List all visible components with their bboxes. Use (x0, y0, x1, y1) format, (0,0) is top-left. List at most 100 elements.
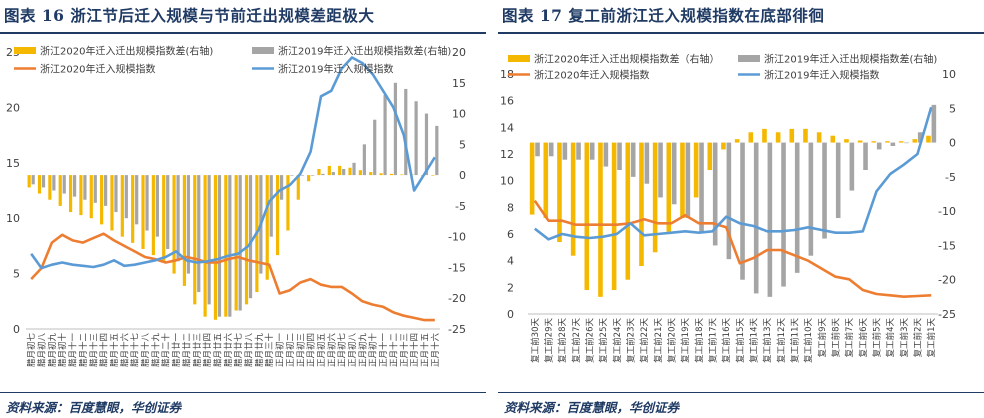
bar (844, 139, 849, 143)
x-tick-label: 复工前22天 (639, 318, 650, 363)
y-left-tick-label: 10 (6, 212, 20, 225)
bar (166, 175, 170, 249)
legend-label: 浙江2020年迁入迁出规模指数差(右轴) (40, 45, 213, 58)
legend-item: 浙江2019年迁入迁出规模指数差(右轴) (738, 53, 937, 66)
bar (400, 174, 404, 176)
bar (639, 142, 644, 266)
y-left-tick-label: 10 (500, 175, 514, 188)
legend-label: 浙江2019年迁入迁出规模指数差(右轴) (764, 53, 937, 66)
x-tick-label: 复工前1天 (926, 318, 937, 358)
x-tick-label: 正月初八 (347, 333, 358, 368)
x-tick-label: 腊月十八 (140, 333, 151, 368)
x-tick-label: 腊月廿一 (171, 333, 182, 368)
bar (562, 142, 568, 160)
bar-series-2019 (535, 104, 937, 297)
bar (685, 142, 691, 218)
bar (557, 142, 562, 242)
bar (135, 175, 139, 225)
bar (162, 175, 166, 262)
x-tick-label: 复工前26天 (585, 318, 596, 363)
bar (182, 175, 187, 286)
bar (389, 173, 394, 176)
x-tick-label: 复工前17天 (708, 318, 719, 363)
bar (863, 142, 868, 170)
bar (721, 142, 726, 150)
title-divider (0, 32, 486, 34)
x-tick-label: 正月十二 (388, 333, 399, 368)
x-tick-label: 复工前19天 (680, 318, 691, 363)
x-tick-label: 正月十四 (409, 333, 420, 367)
bar (393, 82, 398, 176)
bar (404, 88, 408, 176)
bar (734, 139, 740, 143)
bar (699, 142, 704, 232)
x-tick-label: 复工前9天 (817, 318, 828, 358)
x-tick-label: 正月十三 (399, 333, 410, 367)
x-tick-label: 正月十六 (430, 333, 441, 368)
bar (145, 175, 149, 231)
bar (311, 175, 315, 176)
y-left-tick-label: 0 (507, 308, 514, 321)
x-tick-label: 复工前12天 (776, 318, 787, 363)
bar (37, 175, 42, 194)
bar (72, 175, 77, 197)
bar (931, 104, 937, 143)
x-tick-label: 腊月十六 (119, 333, 130, 368)
x-tick-label: 复工前11天 (790, 318, 801, 363)
x-tick-label: 正月初五 (316, 333, 327, 368)
x-tick-label: 正月十五 (420, 333, 431, 368)
bar (155, 175, 159, 237)
x-tick-label: 正月初一 (275, 333, 286, 368)
x-tick-label: 复工前2天 (913, 318, 924, 358)
x-tick-label: 复工前3天 (899, 318, 910, 358)
y-left-tick-label: 15 (6, 157, 20, 170)
x-tick-label: 正月初十 (368, 333, 379, 368)
bar (424, 113, 429, 176)
x-tick-label: 腊月初九 (47, 333, 58, 368)
x-tick-label: 复工前20天 (667, 318, 678, 363)
bar (58, 175, 62, 206)
bar (248, 175, 253, 299)
x-tick-label: 复工前21天 (653, 318, 664, 363)
bar (176, 175, 180, 262)
bar (286, 175, 290, 231)
y-right-tick-label: 5 (949, 102, 956, 115)
bar-series-2020 (27, 165, 435, 320)
title-divider (498, 32, 984, 34)
bar (414, 101, 418, 176)
bar (543, 142, 549, 218)
legend-item: 浙江2020年迁入规模指数 (14, 63, 155, 76)
y-right-tick-label: -10 (938, 205, 956, 218)
bar (141, 175, 145, 249)
bar (362, 144, 366, 176)
bar (904, 142, 909, 144)
legend-swatch (14, 47, 36, 54)
bar (876, 142, 882, 150)
x-tick-label: 复工前13天 (762, 318, 773, 363)
legend-swatch (738, 55, 760, 62)
bar (120, 175, 124, 237)
bar (857, 140, 863, 143)
bar (89, 175, 93, 219)
y-right-tick-label: -25 (448, 323, 466, 336)
x-tick-label: 复工前25天 (598, 318, 609, 363)
x-tick-label: 正月初六 (326, 333, 337, 368)
bar (707, 142, 713, 170)
bar (789, 128, 795, 143)
legend-label: 浙江2019年迁入规模指数 (278, 63, 393, 76)
legend-item: 浙江2020年迁入迁出规模指数差(右轴) (14, 45, 213, 58)
bar (748, 132, 754, 143)
bar (570, 142, 576, 256)
bar (203, 175, 207, 317)
bar (871, 141, 877, 143)
bar (849, 142, 855, 191)
x-tick-label: 复工前23天 (626, 318, 637, 363)
bar (767, 142, 773, 297)
bar (358, 170, 362, 176)
y-left-tick-label: 8 (507, 201, 514, 214)
bar (224, 175, 228, 317)
bar (114, 175, 118, 213)
bar (321, 173, 325, 176)
x-tick-label: 腊月十九 (150, 333, 161, 368)
bar (79, 175, 83, 216)
